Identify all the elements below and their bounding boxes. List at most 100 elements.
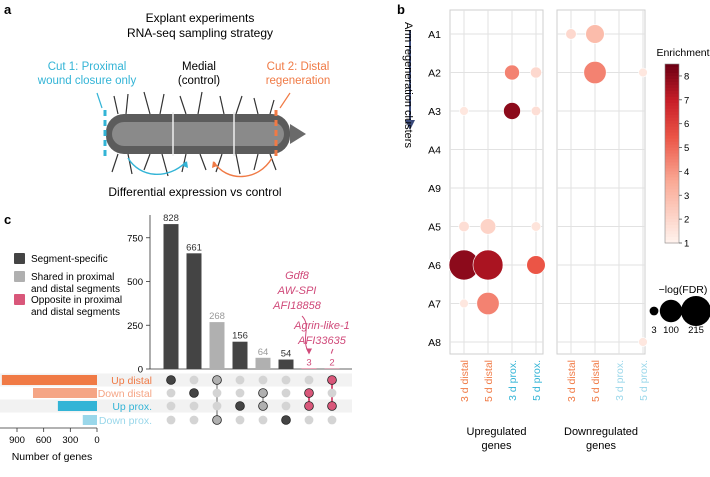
- dot-point: [530, 221, 542, 232]
- matrix-dot-active: [327, 401, 337, 411]
- legend-label: and distal segments: [31, 307, 120, 318]
- proximal-arrowhead: [183, 161, 188, 168]
- cluster-tick-label: A6: [428, 260, 441, 272]
- panel-a-title-line2: RNA-seq sampling strategy: [127, 26, 273, 40]
- cut1-pointer-arrow: [96, 92, 103, 109]
- colorbar-segment: [665, 186, 679, 190]
- colorbar-segment: [665, 114, 679, 119]
- colorbar-frame: [664, 63, 680, 244]
- group-label: genes: [586, 440, 616, 452]
- matrix-dot: [166, 415, 176, 425]
- intersection-bar: [301, 368, 317, 369]
- colorbar-segment: [665, 135, 679, 140]
- matrix-dot: [281, 375, 291, 385]
- dot-point: [459, 298, 469, 309]
- colorbar-segment: [665, 141, 679, 146]
- colorbar-segment: [665, 225, 679, 229]
- gene-annotation-text: AW-SPI: [277, 285, 317, 297]
- matrix-dot: [166, 388, 176, 398]
- upset-intersection-bars: 0 250 500 750 828 661 268 156 64 54 3 2: [127, 213, 352, 376]
- colorbar-segment: [665, 87, 679, 92]
- colorbar-segment: [665, 156, 679, 161]
- matrix-dot: [327, 388, 337, 398]
- dot-point: [458, 220, 470, 233]
- colorbar-segment: [665, 69, 679, 74]
- colorbar-segment: [665, 171, 679, 175]
- bar-value-label: 64: [258, 347, 269, 358]
- matrix-dot-active: [304, 401, 314, 411]
- set-size-bar: [1, 375, 98, 385]
- cut2-label-line2: regeneration: [266, 75, 331, 87]
- colorbar-segment: [665, 204, 679, 208]
- colorbar-segment: [665, 240, 679, 244]
- size-legend-label: 100: [663, 325, 679, 336]
- panel-a-label: a: [4, 2, 12, 17]
- colorbar-segment: [665, 231, 679, 235]
- colorbar-segment: [665, 219, 679, 223]
- matrix-dot-active: [166, 375, 176, 385]
- set-name-label: Up distal: [111, 375, 152, 387]
- colorbar-segment: [665, 159, 679, 164]
- colorbar-segment: [665, 201, 679, 205]
- matrix-dot-active: [212, 415, 222, 425]
- cluster-tick-label: A3: [428, 106, 441, 118]
- dot-plot: A1 A2 A3 A4 A9 A5 A6 A7 A8 Arm regeneration clust…: [402, 9, 650, 452]
- matrix-dot: [235, 375, 245, 385]
- matrix-dot: [258, 375, 268, 385]
- matrix-dot-active: [281, 415, 291, 425]
- medial-label-line1: Medial: [182, 61, 216, 73]
- dot-point: [476, 291, 500, 315]
- dot-point: [472, 249, 504, 281]
- set-axis-label: Number of genes: [12, 451, 93, 463]
- panel-c-label: c: [4, 212, 11, 227]
- size-legend-label: 3: [651, 325, 656, 336]
- colorbar-segment: [665, 162, 679, 167]
- colorbar-segment: [665, 174, 679, 178]
- matrix-dot: [189, 375, 199, 385]
- colorbar-segment: [665, 177, 679, 181]
- colorbar-segment: [665, 78, 679, 83]
- dot-point: [638, 337, 648, 347]
- dot-point: [503, 102, 521, 120]
- cluster-tick-label: A8: [428, 337, 441, 349]
- set-axis-tick-label: 600: [36, 435, 52, 446]
- size-legend-title: −log(FDR): [659, 284, 708, 296]
- condition-tick-label: 5 d prox.: [531, 360, 543, 401]
- cluster-tick-label: A2: [428, 68, 441, 80]
- colorbar-segment: [665, 126, 679, 131]
- colorbar-segment: [665, 64, 679, 68]
- colorbar-segment: [665, 222, 679, 226]
- cluster-axis-arrowhead: [405, 120, 415, 130]
- panel-a-footer: Differential expression vs control: [108, 185, 281, 199]
- condition-tick-label: 3 d prox.: [614, 360, 626, 401]
- dot-point: [638, 67, 648, 78]
- matrix-dot-active: [327, 375, 337, 385]
- colorbar-segment: [665, 216, 679, 220]
- colorbar-tick-label: 3: [684, 191, 689, 202]
- dot-plot-frame: [449, 9, 544, 355]
- colorbar-segment: [665, 237, 679, 241]
- colorbar-tick-label: 1: [684, 239, 689, 250]
- intersection-bar: [186, 253, 202, 369]
- dot-point: [565, 28, 577, 40]
- set-axis-tick-label: 300: [62, 435, 78, 446]
- cut1-label-line2: wound closure only: [37, 75, 137, 87]
- colorbar-segment: [665, 147, 679, 152]
- colorbar-segment: [665, 198, 679, 202]
- matrix-dot-active: [258, 388, 268, 398]
- dot-point: [479, 218, 497, 235]
- colorbar-segment: [665, 102, 679, 107]
- set-axis-tick-label: 900: [9, 435, 25, 446]
- gene-annotation-text: AFI33635: [297, 335, 347, 347]
- colorbar-tick-label: 6: [684, 119, 689, 130]
- distal-arrowhead: [212, 161, 217, 168]
- cluster-tick-label: A7: [428, 299, 441, 311]
- intersection-bar: [278, 359, 294, 369]
- bar-value-label: 54: [281, 349, 292, 360]
- colorbar-segment: [665, 96, 679, 101]
- dot-plot-frame: [556, 9, 646, 355]
- cluster-tick-label: A4: [428, 145, 441, 157]
- colorbar-segment: [665, 117, 679, 122]
- colorbar-segment: [665, 132, 679, 137]
- size-legend-label: 215: [688, 325, 704, 336]
